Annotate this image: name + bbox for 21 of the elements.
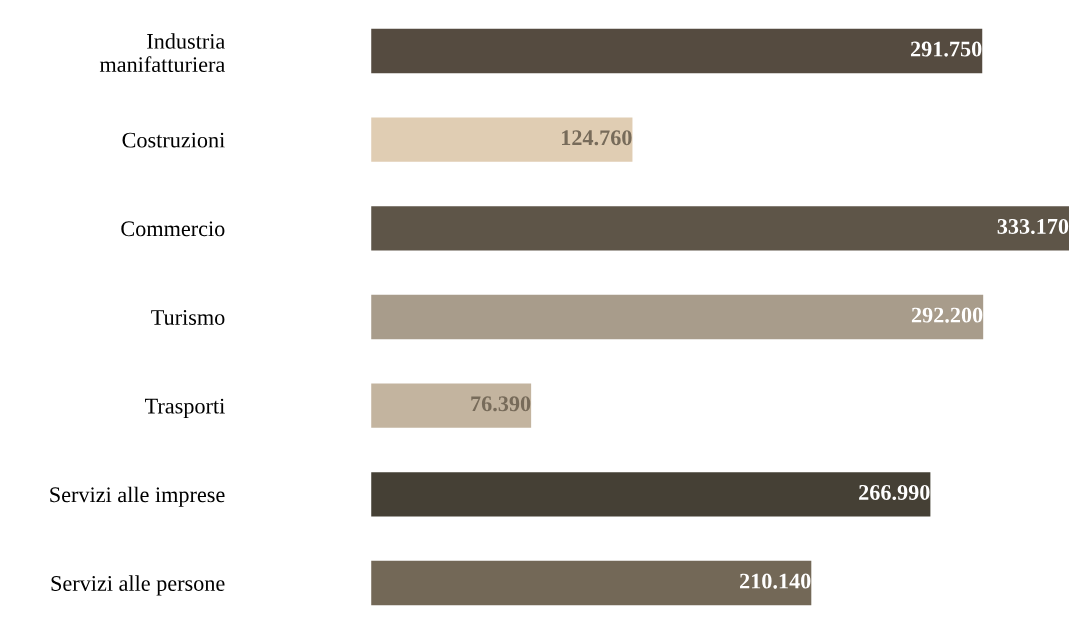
bar bbox=[371, 206, 1070, 251]
data-label: 124.760 bbox=[562, 130, 632, 146]
bar bbox=[371, 472, 931, 517]
data-label: 291.750 bbox=[910, 41, 982, 57]
y-tick-label: Turismo bbox=[151, 309, 225, 325]
y-tick-label: Industria manifatturiera bbox=[99, 33, 225, 73]
bar bbox=[371, 28, 983, 74]
y-tick-label: Commercio bbox=[121, 221, 225, 237]
data-label: 266.990 bbox=[859, 484, 930, 500]
bar bbox=[371, 294, 984, 340]
bar bbox=[371, 117, 633, 162]
y-tick-label: Trasporti bbox=[145, 398, 225, 419]
y-tick-label: Servizi alle imprese bbox=[50, 486, 225, 507]
y-tick-label: Costruzioni bbox=[122, 132, 225, 148]
y-tick-label: Servizi alle persone bbox=[51, 575, 225, 596]
data-label: 292.200 bbox=[911, 307, 983, 323]
data-label: 333.170 bbox=[997, 218, 1069, 234]
bar bbox=[371, 383, 532, 428]
data-label: 76.390 bbox=[471, 396, 531, 412]
bar bbox=[371, 560, 812, 606]
data-label: 210.140 bbox=[740, 573, 811, 589]
